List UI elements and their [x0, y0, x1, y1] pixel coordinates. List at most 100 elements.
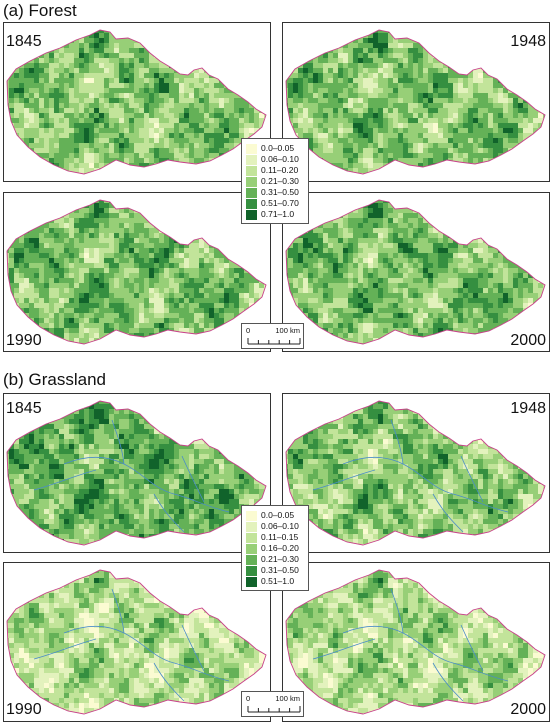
- country-border: [285, 400, 546, 546]
- map-cells: [7, 30, 266, 174]
- legend-item: 0.51–0.70: [246, 198, 305, 209]
- legend-label: 0.31–0.50: [261, 187, 299, 197]
- river-line: [181, 624, 205, 672]
- legend-item: 0.11–0.15: [246, 532, 305, 543]
- river-line: [153, 662, 185, 702]
- river-line: [181, 455, 205, 503]
- legend-label: 0.06–0.10: [261, 521, 299, 531]
- forest-year-label: 1845: [6, 33, 42, 50]
- legend-label: 0.0–0.05: [261, 143, 295, 153]
- map-cells: [286, 570, 545, 714]
- grassland-legend: 0.0–0.05 0.06–0.10 0.11–0.15 0.16–0.20 0…: [241, 505, 309, 591]
- scale-end-label: 100 km: [275, 694, 300, 703]
- forest-year-label: 1948: [510, 33, 546, 50]
- forest-map: [6, 199, 267, 345]
- map-cells: [7, 570, 266, 714]
- scale-start-label: 0: [246, 694, 251, 703]
- grassland-map: [285, 569, 546, 715]
- forest-scale-bar: 0 100 km: [241, 323, 304, 349]
- legend-swatch: [246, 187, 257, 198]
- scale-ticks: [247, 706, 301, 713]
- river-line: [460, 455, 484, 503]
- legend-swatch: [246, 576, 257, 587]
- grassland-map: [6, 569, 267, 715]
- grassland-map-panel: 1948: [282, 393, 550, 553]
- legend-label: 0.21–0.30: [261, 554, 299, 564]
- river-line: [312, 469, 376, 491]
- country-border: [6, 400, 267, 546]
- forest-section-title: (a) Forest: [3, 1, 77, 20]
- country-border: [285, 199, 546, 345]
- grassland-map-panel: 1845: [3, 393, 271, 553]
- legend-item: 0.11–0.20: [246, 165, 305, 176]
- country-border: [6, 569, 267, 715]
- river-line: [312, 638, 376, 660]
- legend-item: 0.0–0.05: [246, 510, 305, 521]
- legend-label: 0.51–0.70: [261, 198, 299, 208]
- forest-map-panel: 1845: [3, 22, 271, 182]
- legend-swatch: [246, 143, 257, 154]
- legend-swatch: [246, 510, 257, 521]
- legend-label: 0.31–0.50: [261, 565, 299, 575]
- legend-swatch: [246, 165, 257, 176]
- grassland-year-label: 1948: [510, 400, 546, 417]
- river-line: [63, 625, 230, 682]
- legend-label: 0.71–1.0: [261, 209, 295, 219]
- legend-swatch: [246, 176, 257, 187]
- forest-legend: 0.0–0.05 0.06–0.10 0.11–0.20 0.21–0.30 0…: [241, 138, 309, 224]
- legend-label: 0.21–0.30: [261, 176, 299, 186]
- legend-swatch: [246, 154, 257, 165]
- legend-label: 0.11–0.15: [261, 532, 299, 542]
- grassland-map-panel: 1990: [3, 562, 271, 722]
- legend-swatch: [246, 521, 257, 532]
- map-cells: [7, 200, 266, 344]
- forest-map: [285, 199, 546, 345]
- forest-year-label: 2000: [510, 332, 546, 349]
- legend-item: 0.31–0.50: [246, 565, 305, 576]
- legend-label: 0.11–0.20: [261, 165, 299, 175]
- river-line: [33, 469, 97, 491]
- scale-end-label: 100 km: [275, 326, 300, 335]
- legend-label: 0.16–0.20: [261, 543, 299, 553]
- scale-start-label: 0: [246, 326, 251, 335]
- map-cells: [286, 200, 545, 344]
- legend-swatch: [246, 543, 257, 554]
- legend-item: 0.21–0.30: [246, 554, 305, 565]
- legend-item: 0.31–0.50: [246, 187, 305, 198]
- river-line: [111, 419, 125, 465]
- legend-item: 0.51–1.0: [246, 576, 305, 587]
- legend-swatch: [246, 209, 257, 220]
- river-line: [153, 493, 185, 533]
- legend-swatch: [246, 532, 257, 543]
- forest-year-label: 1990: [6, 332, 42, 349]
- legend-label: 0.51–1.0: [261, 576, 295, 586]
- legend-label: 0.0–0.05: [261, 510, 295, 520]
- river-line: [342, 456, 509, 513]
- river-line: [432, 493, 464, 533]
- grassland-year-label: 1845: [6, 400, 42, 417]
- grassland-map-panel: 2000: [282, 562, 550, 722]
- grassland-year-label: 2000: [510, 701, 546, 718]
- forest-map-panel: 1990: [3, 192, 271, 352]
- grassland-scale-bar: 0 100 km: [241, 691, 304, 717]
- legend-item: 0.71–1.0: [246, 209, 305, 220]
- legend-item: 0.0–0.05: [246, 143, 305, 154]
- river-line: [432, 662, 464, 702]
- legend-item: 0.06–0.10: [246, 154, 305, 165]
- country-border: [285, 29, 546, 175]
- forest-map-panel: 1948: [282, 22, 550, 182]
- river-line: [390, 419, 404, 465]
- grassland-year-label: 1990: [6, 701, 42, 718]
- country-border: [285, 569, 546, 715]
- map-cells: [7, 401, 266, 545]
- legend-swatch: [246, 198, 257, 209]
- country-border: [6, 29, 267, 175]
- legend-item: 0.16–0.20: [246, 543, 305, 554]
- legend-swatch: [246, 565, 257, 576]
- river-line: [33, 638, 97, 660]
- scale-ticks: [247, 338, 301, 345]
- forest-map: [285, 29, 546, 175]
- forest-map: [6, 29, 267, 175]
- river-line: [342, 625, 509, 682]
- legend-swatch: [246, 554, 257, 565]
